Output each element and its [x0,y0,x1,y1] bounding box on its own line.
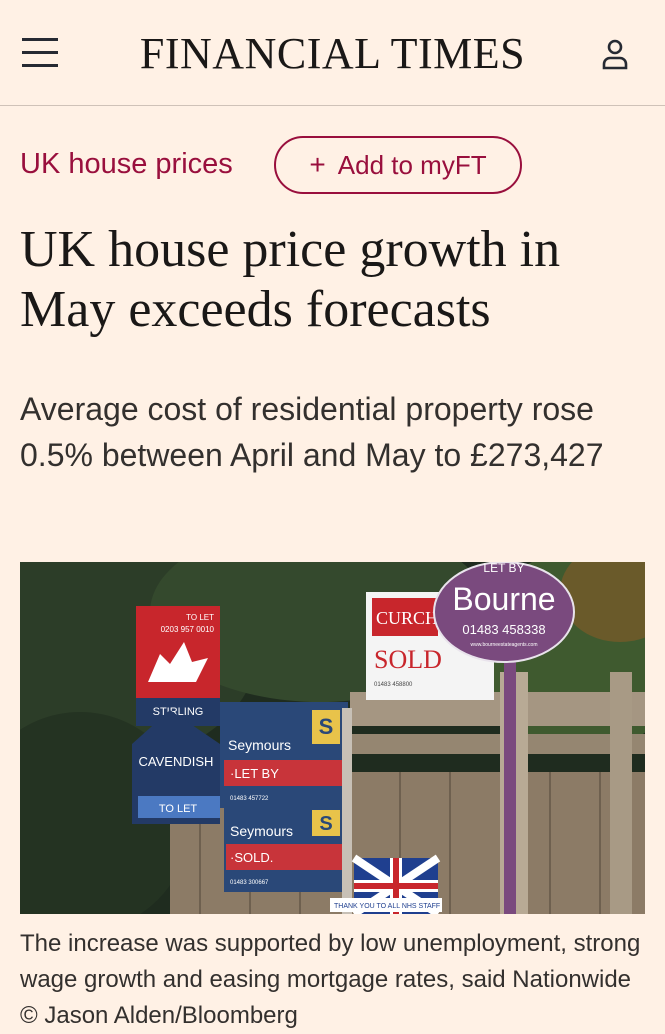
cavendish-name: CAVENDISH [139,754,214,769]
photo-caption: The increase was supported by low unempl… [20,930,641,1029]
article-headline: UK house price growth in May exceeds for… [20,221,561,338]
seymours-1-name: Seymours [228,737,291,753]
seymours-1-status: ·LET BY [230,766,279,781]
cavendish-to-let: TO LET [159,803,198,815]
curchods-phone: 01483 458800 [374,682,413,688]
article-standfirst: Average cost of residential property ros… [20,391,604,473]
add-to-myft-label: Add to myFT [337,149,487,180]
svg-text:S: S [319,813,332,835]
nhs-text: THANK YOU TO ALL NHS STAFF [334,903,440,910]
add-to-myft-button[interactable]: + Add to myFT [274,136,522,194]
stirling-to-let: TO LET [186,613,214,622]
ft-logo[interactable]: FINANCIAL TIMES [139,29,526,78]
bourne-web: www.bourneestateagents.com [471,642,538,648]
site-header: FINANCIAL TIMES [0,0,665,106]
topic-link[interactable]: UK house prices [20,148,233,180]
stirling-phone: 0203 957 0010 [161,625,215,634]
seymours-2-phone: 01483 300667 [230,880,269,886]
seymours-2-name: Seymours [230,823,293,839]
bourne-top: LET BY [483,562,524,575]
svg-text:S: S [319,714,334,739]
seymours-1-phone: 01483 457722 [230,796,269,802]
bourne-phone: 01483 458338 [462,622,545,637]
curchods-status: SOLD [374,645,442,674]
bourne-name: Bourne [452,581,555,617]
user-icon[interactable] [600,38,630,70]
article-photo[interactable]: TO LET 0203 957 0010 STIRLING CAVENDISH … [20,562,645,914]
plus-icon: + [309,149,326,180]
topic-row: UK house prices + Add to myFT [20,136,640,196]
curchods-name: CURCH [376,608,438,628]
hamburger-menu-icon[interactable] [22,38,58,68]
seymours-2-status: ·SOLD. [230,850,273,865]
